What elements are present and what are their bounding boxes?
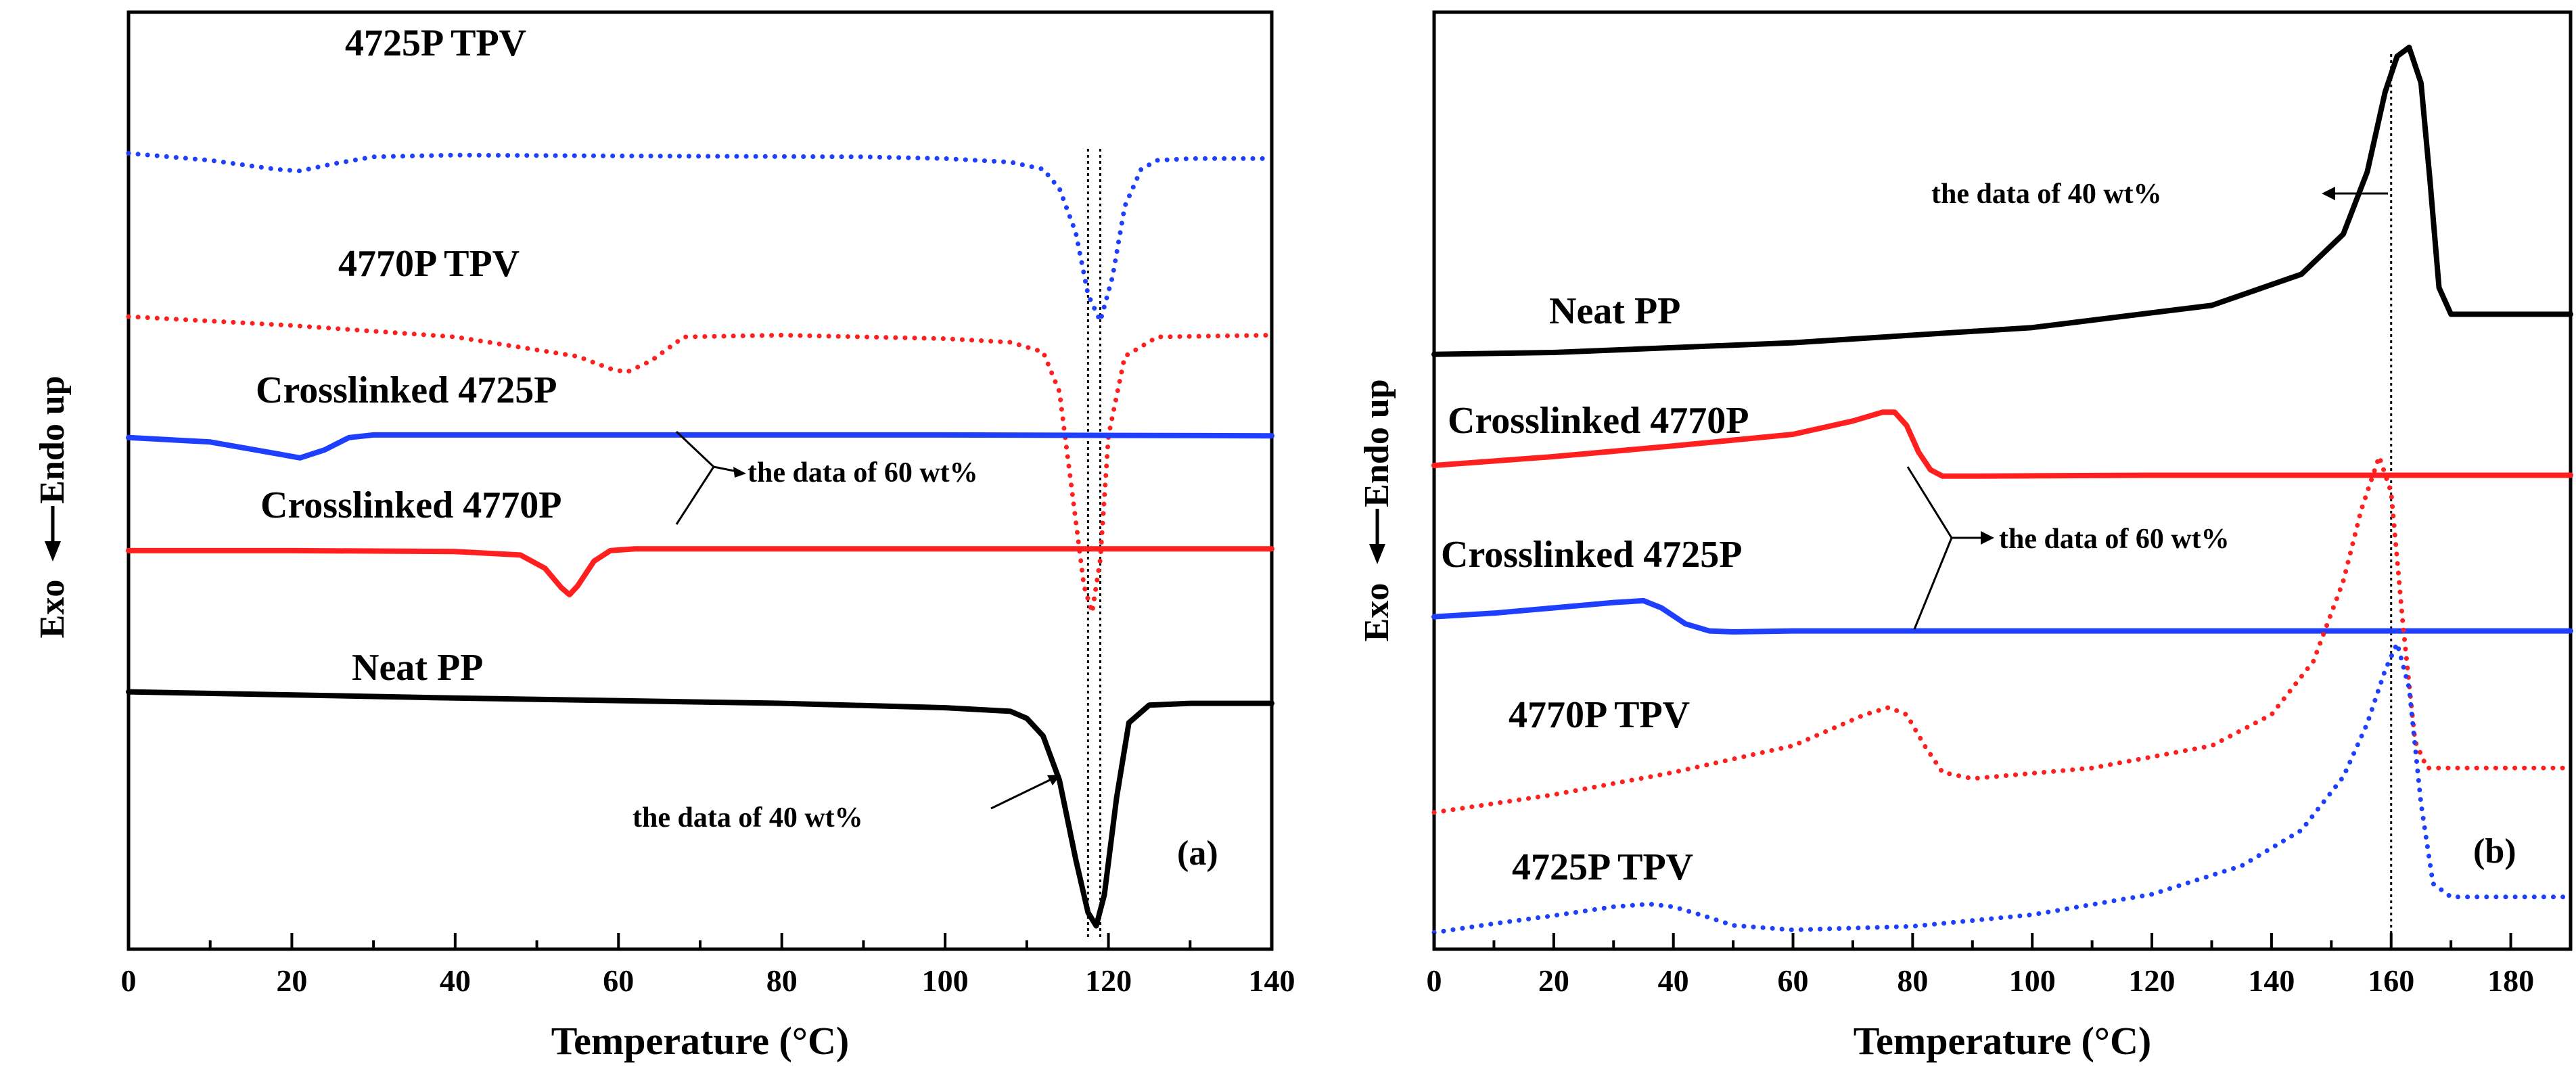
panel-a-annotation-60: the data of 60 wt% — [748, 457, 978, 488]
panel-b-xtick-label-40: 40 — [1658, 963, 1689, 998]
panel-b-plot-frame — [1432, 10, 2573, 951]
panel-a-xtick-label-120: 120 — [1085, 963, 1132, 998]
panel-b: 0 20 40 60 80 100 120 140 160 180 Neat PP Crossli… — [1358, 10, 2573, 1063]
panel-a-annotation-40-arrow — [990, 775, 1061, 810]
panel-b-series-crosslinked-4725p — [1431, 597, 2573, 635]
panel-a-annotation-60-bracket — [675, 430, 746, 525]
panel-a-series-crosslinked-4725p — [126, 432, 1274, 461]
panel-b-xlabel: Temperature (°C) — [1854, 1019, 2151, 1063]
panel-b-ylabel-endo-up: Endo up — [1358, 379, 1396, 507]
panel-b-xtick-label-60: 60 — [1778, 963, 1809, 998]
panel-b-annotation-40: the data of 40 wt% — [1931, 179, 2162, 210]
panel-a-label-neat-pp: Neat PP — [352, 647, 483, 689]
panel-a-xtick-label-60: 60 — [603, 963, 634, 998]
panel-b-label-4770p-tpv: 4770P TPV — [1509, 694, 1690, 736]
panel-b-series-crosslinked-4770p — [1431, 409, 2573, 479]
panel-a-xtick-label-40: 40 — [440, 963, 471, 998]
panel-a-xtick-label-80: 80 — [766, 963, 798, 998]
panel-b-series-4770p-tpv — [1431, 454, 2573, 815]
panel-a-series-neat-pp — [126, 689, 1274, 929]
panel-a-label-crosslinked-4725p: Crosslinked 4725P — [256, 369, 557, 411]
panel-a-series-4770p-tpv — [126, 314, 1274, 615]
panel-a: 0 20 40 60 80 100 120 140 4725P TPV 4770P TPV C… — [33, 10, 1295, 1063]
panel-a-series-crosslinked-4770p — [126, 546, 1274, 598]
panel-b-xtick-label-180: 180 — [2487, 963, 2534, 998]
panel-b-annotation-60: the data of 60 wt% — [1999, 524, 2230, 555]
panel-b-xtick-label-20: 20 — [1538, 963, 1569, 998]
panel-b-xtick-label-80: 80 — [1897, 963, 1928, 998]
panel-a-label-4770p-tpv: 4770P TPV — [338, 243, 520, 285]
panel-b-annotation-60-bracket — [1906, 466, 1994, 630]
panel-b-series-neat-pp — [1431, 45, 2573, 357]
panel-a-xtick-label-100: 100 — [922, 963, 969, 998]
panel-b-label-neat-pp: Neat PP — [1549, 290, 1680, 332]
panel-b-annotation-40-arrow — [2322, 187, 2388, 200]
panel-b-label-crosslinked-4770p: Crosslinked 4770P — [1448, 400, 1749, 442]
panel-b-label-crosslinked-4725p: Crosslinked 4725P — [1441, 534, 1742, 576]
panel-a-series-4725p-tpv — [126, 151, 1274, 324]
panel-b-xtick-label-0: 0 — [1427, 963, 1442, 998]
panel-a-xlabel: Temperature (°C) — [551, 1019, 849, 1063]
panel-a-xtick-label-140: 140 — [1249, 963, 1295, 998]
panel-b-ylabel-exo: Exo — [1358, 583, 1396, 642]
panel-a-label-4725p-tpv: 4725P TPV — [345, 22, 526, 64]
panel-b-label-4725p-tpv: 4725P TPV — [1512, 846, 1693, 888]
panel-b-xtick-label-160: 160 — [2368, 963, 2414, 998]
panel-a-annotation-40: the data of 40 wt% — [632, 802, 863, 833]
panel-a-xtick-label-20: 20 — [276, 963, 307, 998]
panel-b-xtick-label-140: 140 — [2248, 963, 2295, 998]
panel-a-ylabel-exo: Exo — [33, 580, 72, 639]
panel-b-y-arrow — [1369, 509, 1385, 564]
panel-b-series-4725p-tpv — [1431, 641, 2573, 935]
panel-a-ylabel-endo-up: Endo up — [33, 375, 72, 503]
panel-b-xtick-label-120: 120 — [2129, 963, 2176, 998]
panel-a-tag: (a) — [1177, 834, 1218, 873]
panel-b-tag: (b) — [2473, 832, 2516, 871]
panel-a-label-crosslinked-4770p: Crosslinked 4770P — [260, 484, 561, 526]
panel-a-xtick-label-0: 0 — [121, 963, 137, 998]
panel-a-y-arrow — [45, 506, 61, 562]
panel-b-xtick-label-100: 100 — [2009, 963, 2056, 998]
